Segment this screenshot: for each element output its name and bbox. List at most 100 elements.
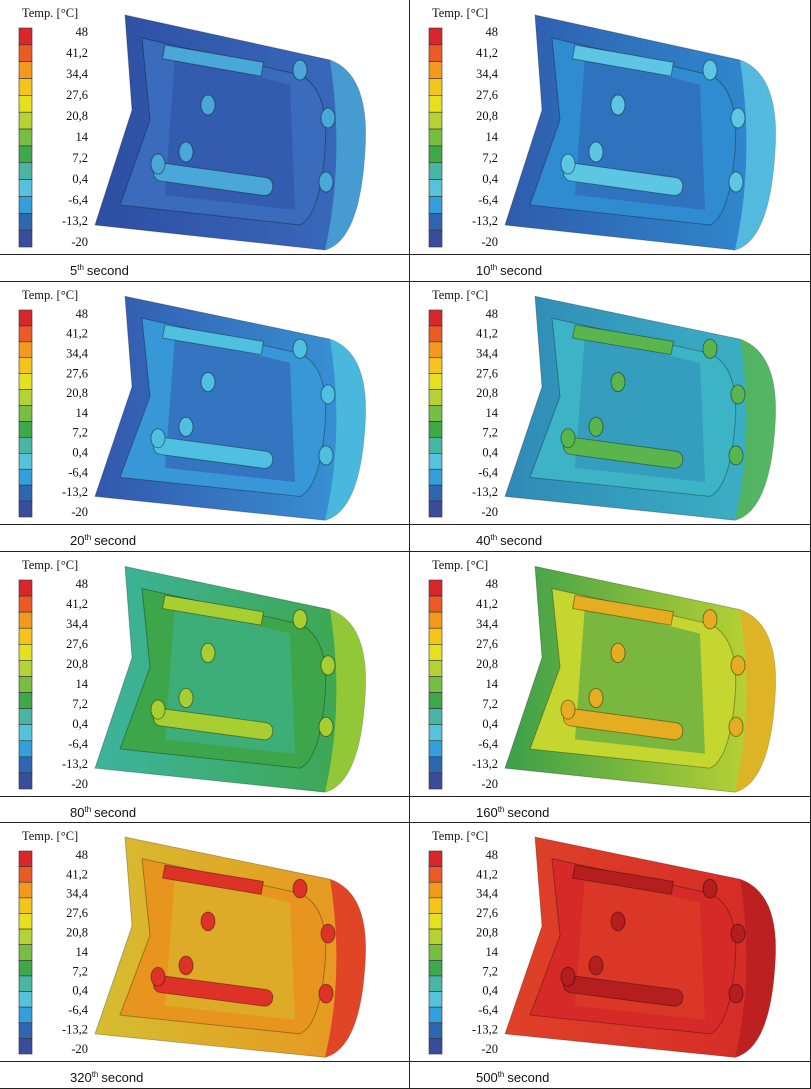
legend-swatch [18, 644, 33, 661]
legend-swatch [18, 724, 33, 742]
legend-swatch [428, 95, 443, 113]
legend-label: 27,6 [476, 88, 498, 102]
caption-label: second [507, 805, 550, 820]
legend-swatch [428, 373, 443, 390]
legend-swatch [428, 389, 443, 406]
hole [150, 428, 166, 449]
legend-label: 34,4 [66, 617, 89, 631]
hole [560, 428, 576, 449]
legend-label: 0,4 [72, 717, 88, 731]
pin [161, 44, 265, 77]
caption-cell: 320th second [0, 1062, 410, 1089]
legend-swatch [18, 373, 33, 390]
legend-swatch [428, 309, 443, 327]
part-rim [325, 609, 366, 793]
hole [200, 911, 216, 932]
legend-swatch [428, 484, 443, 502]
legend-swatch [428, 644, 443, 661]
caption-label: second [500, 533, 543, 548]
legend-title: Temp. [°C] [22, 6, 78, 20]
caption-label: second [86, 263, 129, 278]
legend-swatch [18, 579, 33, 597]
legend-label: -6,4 [478, 193, 499, 207]
caption-suffix: th [77, 263, 84, 272]
legend-swatch [18, 627, 33, 645]
legend-swatch [428, 960, 443, 977]
caption-suffix: th [91, 1070, 99, 1079]
legend-label: 34,4 [476, 346, 499, 360]
caption-suffix: th [84, 533, 92, 542]
legend-swatch [18, 850, 33, 867]
panel-graphic: Temp. [°C] 48 41,2 34,4 27,6 20,8 14 7,2 0,4 -6,4… [18, 558, 367, 793]
hole [610, 372, 626, 393]
part-rim [735, 609, 776, 793]
caption-suffix: th [497, 1070, 505, 1079]
legend-swatch [18, 162, 33, 180]
legend-swatch [428, 595, 443, 613]
hole [200, 372, 216, 393]
caption-number: 320 [70, 1070, 92, 1085]
legend-label: -20 [481, 505, 498, 519]
legend-label: 34,4 [476, 617, 499, 631]
legend-swatch [428, 1038, 443, 1055]
caption-number: 160 [476, 805, 498, 820]
legend-label: 14 [76, 677, 89, 691]
legend-label: -20 [481, 1042, 498, 1056]
hole [292, 609, 308, 630]
legend-label: -6,4 [68, 737, 89, 751]
pin [571, 324, 675, 356]
hole [730, 384, 746, 405]
legend-swatch [428, 357, 443, 374]
legend-swatch [18, 437, 33, 454]
pin [571, 864, 675, 895]
legend-label: 41,2 [66, 867, 88, 881]
legend-swatch [428, 179, 443, 197]
legend-swatch [428, 162, 443, 180]
pin [161, 594, 265, 626]
caption-cell: 80th second [0, 797, 410, 823]
legend-swatch [18, 611, 33, 629]
legend-label: 7,2 [72, 697, 88, 711]
legend-swatch [18, 44, 33, 62]
panel-image-cell: Temp. [°C] 48 41,2 34,4 27,6 20,8 14 7,2 0,4 -6,4… [0, 823, 410, 1062]
legend-swatch [428, 27, 443, 46]
legend-label: 41,2 [476, 597, 498, 611]
panel-graphic: Temp. [°C] 48 41,2 34,4 27,6 20,8 14 7,2 0,4 -6,4… [428, 6, 777, 251]
legend-swatch [428, 850, 443, 867]
legend-swatch [18, 960, 33, 977]
hole [588, 416, 604, 437]
legend-swatch [428, 111, 443, 130]
part [504, 14, 777, 251]
legend-label: 14 [76, 945, 89, 959]
legend-label: 27,6 [476, 906, 498, 920]
caption-number: 20 [70, 533, 85, 548]
legend-swatch [428, 975, 443, 992]
part [504, 836, 777, 1058]
legend-label: 14 [486, 406, 499, 420]
legend-swatch [18, 405, 33, 422]
legend-label: 0,4 [482, 445, 498, 459]
legend-swatch [428, 128, 443, 147]
legend-title: Temp. [°C] [22, 288, 78, 302]
legend-label: -13,2 [472, 1022, 498, 1036]
hole [178, 955, 194, 976]
panel-graphic: Temp. [°C] 48 41,2 34,4 27,6 20,8 14 7,2 0,4 -6,4… [18, 288, 367, 521]
hole [320, 655, 336, 676]
panel-graphic: Temp. [°C] 48 41,2 34,4 27,6 20,8 14 7,2 0,4 -6,4… [18, 6, 367, 251]
legend-label: -6,4 [68, 193, 89, 207]
part [94, 14, 367, 251]
hole [320, 923, 336, 944]
legend-swatch [428, 437, 443, 454]
hole [560, 153, 576, 175]
legend-swatch [428, 676, 443, 693]
legend-swatch [18, 213, 33, 231]
legend-label: 41,2 [66, 327, 88, 341]
legend-swatch [428, 881, 443, 899]
legend-swatch [428, 692, 443, 709]
legend-label: 41,2 [476, 327, 498, 341]
legend-label: 0,4 [482, 984, 498, 998]
legend-swatch [18, 913, 33, 930]
legend-label: 27,6 [66, 88, 88, 102]
legend-swatch [18, 1038, 33, 1055]
legend-swatch [428, 627, 443, 645]
